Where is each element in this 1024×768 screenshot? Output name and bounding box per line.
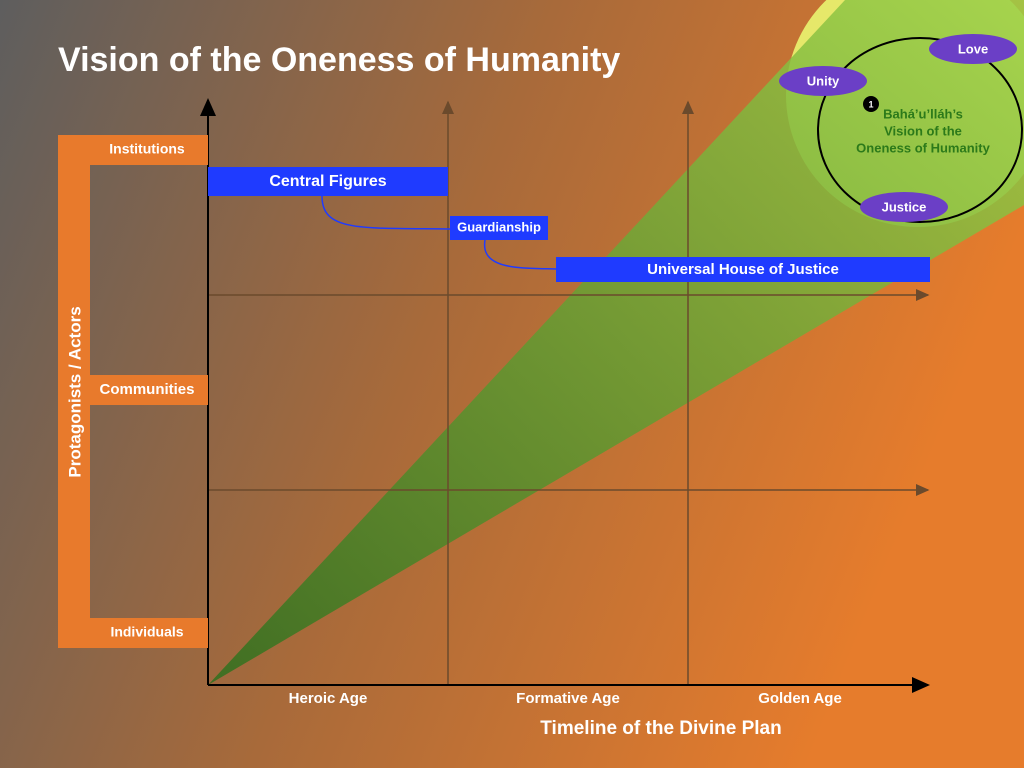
institution-label: Central Figures	[269, 173, 386, 190]
age-label: Heroic Age	[289, 690, 368, 707]
age-label: Formative Age	[516, 690, 620, 707]
qualities: Love Unity Justice	[779, 34, 1017, 222]
bracket-bar	[58, 135, 90, 648]
vision-line: Bahá’u’lláh’s	[883, 106, 963, 121]
grid	[208, 100, 930, 685]
institution-box	[208, 167, 448, 196]
level-box	[90, 135, 208, 165]
level-box	[90, 618, 208, 648]
vision-line: Oneness of Humanity	[856, 140, 990, 155]
x-axis-label: Timeline of the Divine Plan	[540, 718, 781, 739]
level-label: Individuals	[110, 624, 183, 640]
quality-label: Love	[958, 41, 988, 56]
quality-label: Justice	[882, 199, 927, 214]
quality-oval	[929, 34, 1017, 64]
level-label: Communities	[99, 381, 194, 398]
vision-ring	[817, 37, 1023, 223]
badge-number: 1	[868, 99, 873, 109]
quality-oval	[860, 192, 948, 222]
institution-box	[450, 216, 548, 240]
institution-label: Universal House of Justice	[647, 261, 839, 278]
age-label: Golden Age	[758, 690, 842, 707]
actor-bracket	[58, 135, 208, 648]
number-badge	[863, 96, 879, 112]
quality-label: Unity	[807, 73, 840, 88]
level-box	[90, 375, 208, 405]
connector	[483, 239, 557, 270]
title: Vision of the Oneness of Humanity	[58, 41, 620, 79]
level-label: Institutions	[109, 141, 185, 157]
institution-box	[556, 257, 930, 282]
institution-label: Guardianship	[457, 219, 541, 234]
y-axis-label: Protagonists / Actors	[65, 306, 84, 477]
connector	[321, 195, 451, 230]
connectors	[321, 195, 557, 270]
vision-cone	[208, 0, 1024, 685]
quality-oval	[779, 66, 867, 96]
vision-line: Vision of the	[884, 123, 962, 138]
